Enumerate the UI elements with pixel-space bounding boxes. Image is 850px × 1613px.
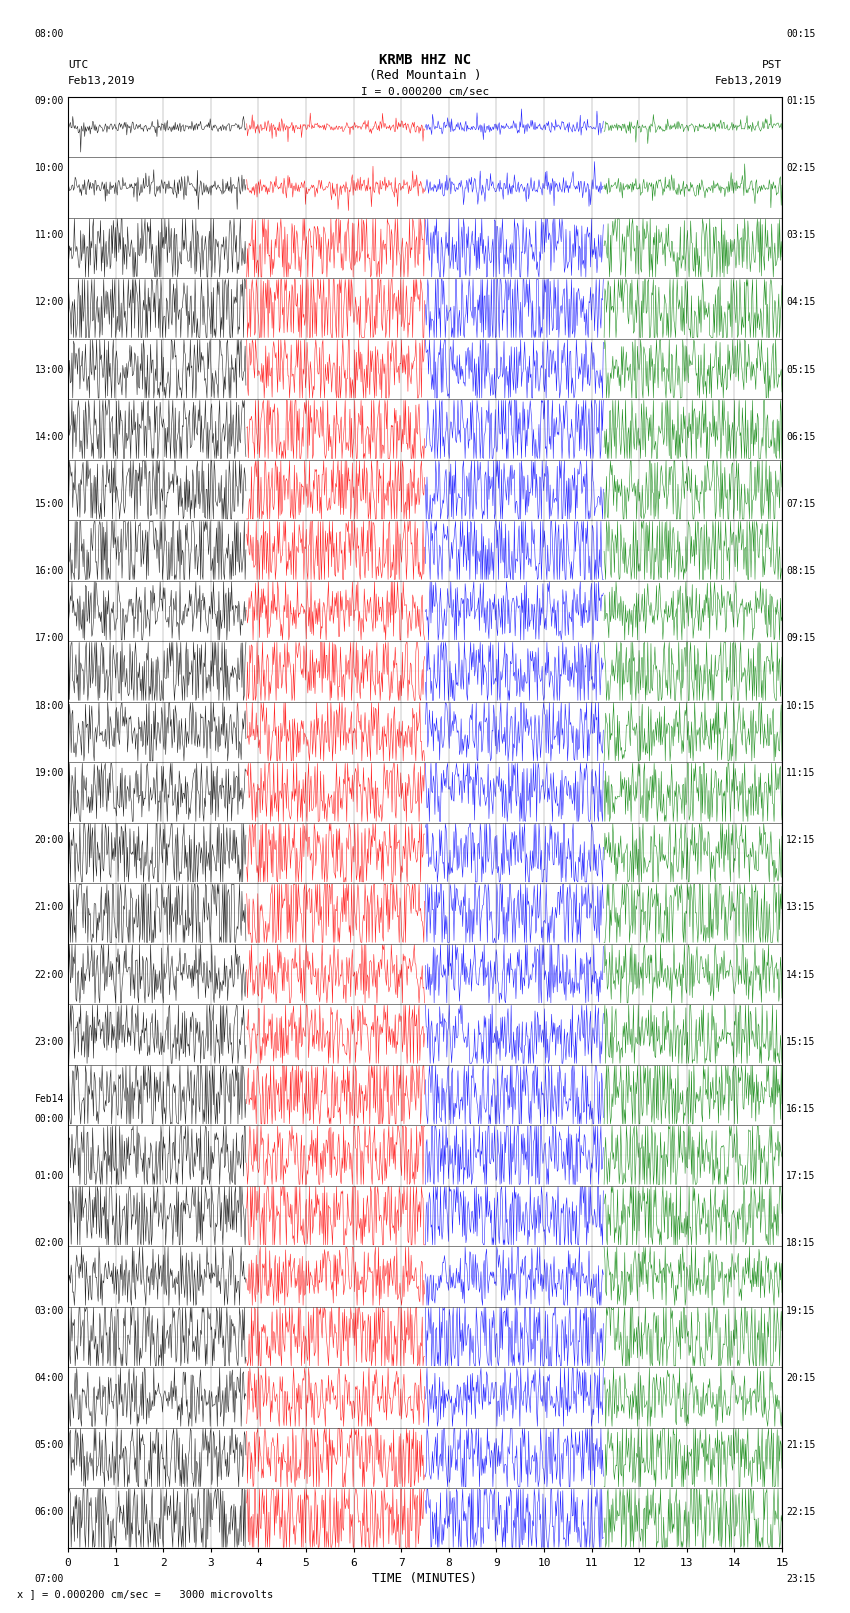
Text: 07:15: 07:15 bbox=[786, 498, 816, 510]
Text: 19:00: 19:00 bbox=[34, 768, 64, 777]
Text: 13:00: 13:00 bbox=[34, 365, 64, 374]
Text: 08:00: 08:00 bbox=[34, 29, 64, 39]
Text: 07:00: 07:00 bbox=[34, 1574, 64, 1584]
Text: 01:15: 01:15 bbox=[786, 95, 816, 106]
Text: 21:00: 21:00 bbox=[34, 902, 64, 913]
Text: 17:15: 17:15 bbox=[786, 1171, 816, 1181]
Text: UTC: UTC bbox=[68, 60, 88, 69]
Text: 20:15: 20:15 bbox=[786, 1373, 816, 1382]
Text: 02:00: 02:00 bbox=[34, 1239, 64, 1248]
Text: 14:00: 14:00 bbox=[34, 432, 64, 442]
Text: 00:00: 00:00 bbox=[34, 1113, 64, 1124]
Text: 12:00: 12:00 bbox=[34, 297, 64, 308]
Text: 10:00: 10:00 bbox=[34, 163, 64, 173]
Text: 22:00: 22:00 bbox=[34, 969, 64, 979]
Text: 13:15: 13:15 bbox=[786, 902, 816, 913]
Text: 17:00: 17:00 bbox=[34, 634, 64, 644]
Text: 04:15: 04:15 bbox=[786, 297, 816, 308]
Text: 04:00: 04:00 bbox=[34, 1373, 64, 1382]
Text: 09:15: 09:15 bbox=[786, 634, 816, 644]
Text: KRMB HHZ NC: KRMB HHZ NC bbox=[379, 53, 471, 66]
Text: 23:00: 23:00 bbox=[34, 1037, 64, 1047]
Text: 15:00: 15:00 bbox=[34, 498, 64, 510]
Text: 02:15: 02:15 bbox=[786, 163, 816, 173]
Text: 03:00: 03:00 bbox=[34, 1305, 64, 1316]
Text: 00:15: 00:15 bbox=[786, 29, 816, 39]
Text: 06:15: 06:15 bbox=[786, 432, 816, 442]
Text: 09:00: 09:00 bbox=[34, 95, 64, 106]
Text: x ] = 0.000200 cm/sec =   3000 microvolts: x ] = 0.000200 cm/sec = 3000 microvolts bbox=[17, 1589, 273, 1598]
Text: 16:15: 16:15 bbox=[786, 1103, 816, 1115]
Text: I = 0.000200 cm/sec: I = 0.000200 cm/sec bbox=[361, 87, 489, 97]
Text: 23:15: 23:15 bbox=[786, 1574, 816, 1584]
Text: Feb13,2019: Feb13,2019 bbox=[715, 76, 782, 85]
Text: Feb13,2019: Feb13,2019 bbox=[68, 76, 135, 85]
Text: 05:00: 05:00 bbox=[34, 1440, 64, 1450]
Text: 06:00: 06:00 bbox=[34, 1507, 64, 1518]
Text: 01:00: 01:00 bbox=[34, 1171, 64, 1181]
Text: 15:15: 15:15 bbox=[786, 1037, 816, 1047]
Text: 08:15: 08:15 bbox=[786, 566, 816, 576]
Text: 05:15: 05:15 bbox=[786, 365, 816, 374]
Text: PST: PST bbox=[762, 60, 782, 69]
Text: 18:00: 18:00 bbox=[34, 700, 64, 711]
Text: 12:15: 12:15 bbox=[786, 836, 816, 845]
Text: (Red Mountain ): (Red Mountain ) bbox=[369, 69, 481, 82]
Text: 14:15: 14:15 bbox=[786, 969, 816, 979]
Text: 22:15: 22:15 bbox=[786, 1507, 816, 1518]
Text: 03:15: 03:15 bbox=[786, 231, 816, 240]
Text: 20:00: 20:00 bbox=[34, 836, 64, 845]
Text: 16:00: 16:00 bbox=[34, 566, 64, 576]
Text: Feb14: Feb14 bbox=[34, 1094, 64, 1103]
Text: 19:15: 19:15 bbox=[786, 1305, 816, 1316]
Text: 10:15: 10:15 bbox=[786, 700, 816, 711]
Text: 21:15: 21:15 bbox=[786, 1440, 816, 1450]
Text: 11:00: 11:00 bbox=[34, 231, 64, 240]
Text: 11:15: 11:15 bbox=[786, 768, 816, 777]
Text: 18:15: 18:15 bbox=[786, 1239, 816, 1248]
X-axis label: TIME (MINUTES): TIME (MINUTES) bbox=[372, 1571, 478, 1584]
